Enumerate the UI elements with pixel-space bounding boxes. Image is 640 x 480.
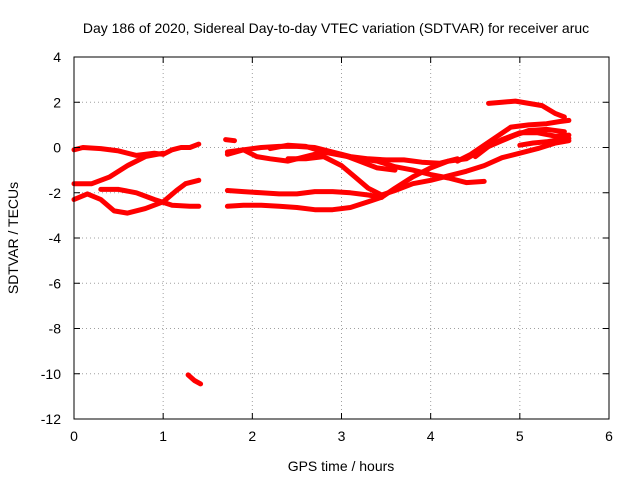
y-tick-label: -6	[49, 275, 62, 291]
x-tick-label: 1	[159, 428, 167, 444]
y-tick-label: -2	[49, 185, 62, 201]
y-tick-label: -8	[49, 321, 62, 337]
series-track-18	[486, 98, 567, 120]
ticks: 0 1 2 3 4 5 6 4 2 0 -2 -4 -6 -8 -10 -12	[41, 49, 613, 444]
series-track-14	[285, 138, 572, 198]
series-track-7	[185, 372, 204, 387]
y-tick-label: 2	[53, 94, 61, 110]
y-tick-label: -12	[41, 411, 61, 427]
y-tick-label: -10	[41, 366, 61, 382]
chart-title: Day 186 of 2020, Sidereal Day-to-day VTE…	[83, 20, 589, 36]
series-track-6	[98, 186, 202, 209]
x-tick-label: 2	[248, 428, 256, 444]
series-track-17	[472, 126, 567, 160]
x-tick-label: 0	[70, 428, 78, 444]
series-track-5	[160, 177, 202, 205]
series-track-19	[517, 135, 572, 148]
y-tick-label: -4	[49, 230, 62, 246]
series-track-2	[160, 141, 202, 157]
y-tick-label: 0	[53, 140, 61, 156]
x-tick-label: 5	[516, 428, 524, 444]
x-tick-label: 4	[427, 428, 435, 444]
data-series	[71, 98, 572, 387]
series-track-16	[454, 117, 572, 164]
series-track-8	[223, 137, 237, 144]
series-track-4	[71, 191, 166, 216]
x-tick-label: 6	[605, 428, 613, 444]
x-axis-label: GPS time / hours	[288, 458, 395, 474]
grid	[74, 57, 609, 419]
y-tick-label: 4	[53, 49, 61, 65]
series-track-3	[71, 150, 166, 187]
x-tick-label: 3	[338, 428, 346, 444]
series-track-11	[224, 188, 385, 200]
series-track-12	[224, 194, 385, 213]
y-axis-label: SDTVAR / TECUs	[5, 182, 21, 294]
